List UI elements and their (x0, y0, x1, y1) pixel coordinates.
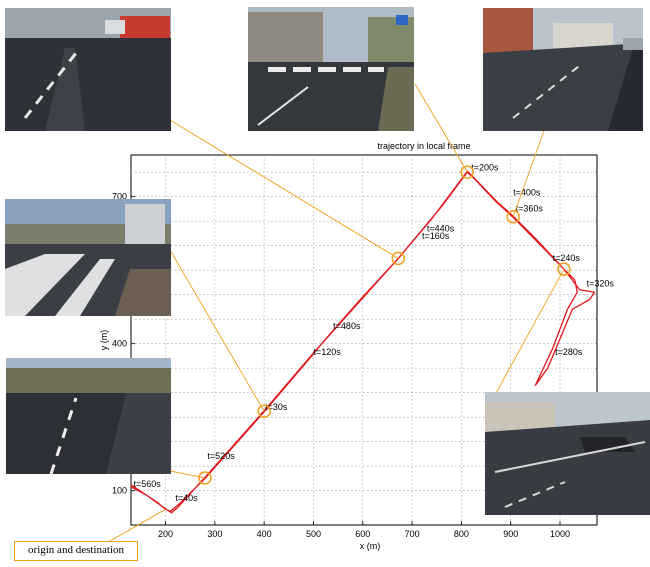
time-label: t=480s (333, 321, 361, 331)
time-label: t=440s (427, 223, 455, 233)
highlight-marker (257, 404, 271, 419)
x-tick-label: 900 (503, 529, 518, 539)
x-tick-label: 400 (257, 529, 272, 539)
photo-top-left (5, 8, 171, 131)
time-label: t=160s (422, 231, 450, 241)
y-tick-label: 700 (112, 192, 127, 202)
x-tick-label: 800 (454, 529, 469, 539)
time-label: t=520s (207, 451, 235, 461)
time-label: t=560s (133, 479, 161, 489)
y-tick-label: 100 (112, 486, 127, 496)
highlight-marker (198, 471, 212, 485)
leader-line (512, 127, 546, 217)
time-label: t=360s (516, 203, 544, 213)
highlight-marker (391, 251, 406, 266)
origin-destination-label: origin and destination (28, 544, 124, 556)
y-axis-label: y (m) (99, 330, 109, 351)
time-label: t=30s (265, 402, 288, 412)
chart-title: trajectory in local frame (377, 141, 470, 151)
leader-line (414, 83, 468, 173)
photo-top-center (248, 7, 414, 131)
x-tick-label: 700 (405, 529, 420, 539)
time-label: t=240s (553, 253, 581, 263)
highlight-marker (460, 165, 475, 179)
x-axis-label: x (m) (360, 541, 381, 551)
x-tick-label: 300 (207, 529, 222, 539)
x-tick-label: 500 (306, 529, 321, 539)
leader-line (169, 249, 265, 412)
y-tick-label: 400 (112, 339, 127, 349)
origin-destination-callout: origin and destination (14, 541, 138, 561)
time-label: t=120s (313, 347, 341, 357)
highlight-marker (506, 209, 520, 224)
trajectory-line (130, 170, 596, 514)
photo-mid-left (5, 199, 171, 316)
leader-line (169, 119, 399, 259)
x-tick-label: 200 (158, 529, 173, 539)
highlight-marker (557, 262, 571, 276)
time-label: t=400s (513, 188, 541, 198)
time-label: t=320s (587, 278, 615, 288)
time-label: t=280s (555, 347, 583, 357)
x-tick-label: 1000 (550, 529, 570, 539)
time-label: t=40s (175, 493, 198, 503)
photo-bottom-right (485, 392, 650, 515)
leader-line (494, 268, 565, 396)
origin-leader-line (109, 508, 166, 542)
photo-top-right (483, 8, 643, 131)
time-label: t=200s (471, 163, 499, 173)
leader-line (164, 469, 206, 479)
x-tick-label: 600 (355, 529, 370, 539)
photo-bottom-left (6, 358, 171, 474)
